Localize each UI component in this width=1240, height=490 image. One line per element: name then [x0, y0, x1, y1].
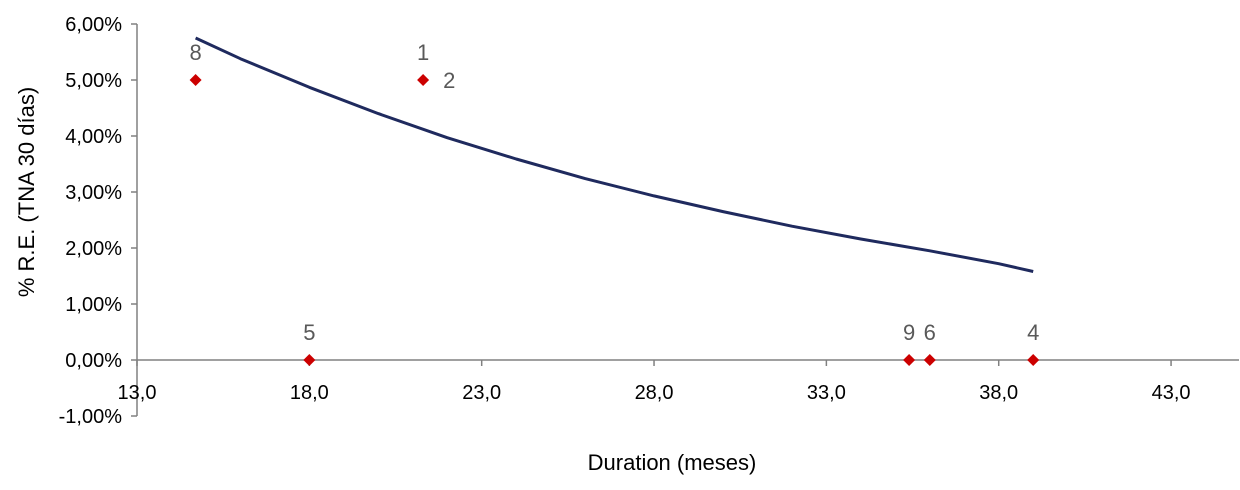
data-point: [923, 354, 936, 366]
y-tick-label: 4,00%: [65, 126, 122, 148]
data-point: [903, 354, 916, 366]
trendline: [194, 36, 1034, 273]
y-tick-label: -1,00%: [59, 406, 123, 428]
x-axis-title: Duration (meses): [588, 450, 757, 475]
x-tick-label: 13,0: [118, 382, 157, 404]
data-point: [1027, 354, 1040, 366]
point-label: 2: [443, 68, 455, 93]
y-tick-label: 5,00%: [65, 70, 122, 92]
x-tick-label: 43,0: [1152, 382, 1191, 404]
point-label: 1: [417, 40, 429, 65]
x-tick-label: 23,0: [462, 382, 501, 404]
y-tick-label: 3,00%: [65, 182, 122, 204]
data-point: [189, 74, 202, 86]
x-tick-label: 38,0: [979, 382, 1018, 404]
y-axis-title: % R.E. (TNA 30 días): [14, 87, 39, 297]
data-point: [417, 74, 430, 86]
data-point: [303, 354, 316, 366]
y-tick-label: 1,00%: [65, 294, 122, 316]
y-tick-label: 2,00%: [65, 238, 122, 260]
y-tick-label: 0,00%: [65, 350, 122, 372]
x-tick-label: 33,0: [807, 382, 846, 404]
point-label: 6: [924, 320, 936, 345]
x-tick-label: 28,0: [635, 382, 674, 404]
point-label: 8: [189, 40, 201, 65]
y-tick-label: 6,00%: [65, 14, 122, 36]
point-label: 9: [903, 320, 915, 345]
x-tick-label: 18,0: [290, 382, 329, 404]
point-label: 4: [1027, 320, 1039, 345]
point-label: 5: [303, 320, 315, 345]
